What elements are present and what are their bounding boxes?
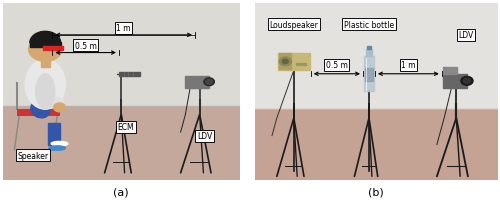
Bar: [364, 69, 374, 81]
Bar: [48, 124, 60, 145]
Text: 1 m: 1 m: [401, 61, 415, 70]
Text: Loudspeaker: Loudspeaker: [270, 21, 318, 30]
Bar: [279, 54, 291, 70]
Bar: [17, 110, 59, 117]
Ellipse shape: [36, 74, 55, 110]
Ellipse shape: [31, 101, 50, 118]
Text: 1 m: 1 m: [116, 24, 131, 33]
Ellipse shape: [49, 146, 66, 151]
Text: ECM: ECM: [118, 123, 134, 132]
Bar: [40, 57, 50, 67]
Bar: [2, 4, 240, 106]
Ellipse shape: [51, 142, 68, 146]
Text: (a): (a): [114, 187, 129, 197]
Circle shape: [54, 103, 66, 112]
Text: Speaker: Speaker: [18, 151, 49, 160]
Bar: [443, 74, 467, 88]
Bar: [119, 73, 140, 77]
Bar: [2, 106, 240, 180]
Wedge shape: [30, 32, 60, 44]
Bar: [255, 4, 498, 110]
Circle shape: [204, 78, 214, 86]
Bar: [30, 43, 60, 48]
Text: (b): (b): [368, 187, 384, 197]
Text: 0.5 m: 0.5 m: [326, 61, 348, 70]
Ellipse shape: [25, 60, 66, 110]
Bar: [443, 67, 458, 74]
Circle shape: [464, 79, 470, 84]
Bar: [364, 57, 374, 92]
Text: LDV: LDV: [458, 31, 473, 40]
Bar: [278, 53, 310, 71]
Circle shape: [461, 77, 473, 86]
Circle shape: [206, 80, 212, 85]
Circle shape: [279, 58, 291, 66]
Text: LDV: LDV: [197, 132, 212, 140]
Bar: [186, 76, 209, 88]
Bar: [366, 50, 372, 57]
Bar: [255, 110, 498, 180]
Bar: [296, 64, 306, 66]
Text: Plastic bottle: Plastic bottle: [344, 21, 394, 30]
Bar: [366, 47, 372, 50]
Bar: [43, 47, 63, 51]
Circle shape: [28, 37, 62, 62]
Circle shape: [282, 60, 288, 64]
Text: 0.5 m: 0.5 m: [74, 42, 96, 51]
Ellipse shape: [46, 97, 64, 108]
